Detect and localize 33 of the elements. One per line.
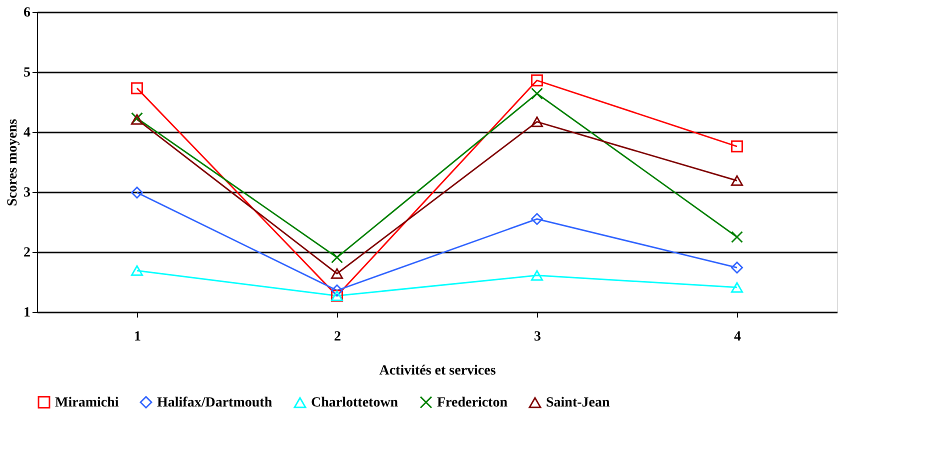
y-tick-label: 3 — [24, 186, 30, 200]
legend-label: Charlottetown — [311, 396, 398, 411]
y-tick-label: 1 — [24, 306, 30, 320]
y-tick-label: 4 — [24, 126, 30, 140]
point — [331, 284, 343, 296]
y-tick-label: 5 — [24, 66, 30, 80]
x-tick-label: 3 — [534, 330, 541, 344]
point — [731, 175, 743, 186]
point — [331, 268, 343, 279]
point — [131, 265, 143, 276]
x-tick-label: 4 — [734, 330, 741, 344]
point — [731, 282, 743, 293]
x-axis-title: Activités et services — [379, 364, 496, 378]
point — [531, 74, 543, 86]
point — [331, 251, 343, 264]
legend-label: Miramichi — [55, 395, 119, 410]
x-tick-label: 1 — [134, 330, 141, 344]
y-tick-label: 2 — [24, 246, 30, 260]
point — [531, 213, 543, 225]
point — [531, 88, 543, 100]
point — [731, 140, 743, 152]
point — [531, 270, 543, 281]
point — [131, 186, 143, 199]
legend-label: Fredericton — [437, 395, 508, 410]
legend-label: Saint-Jean — [546, 396, 610, 411]
y-axis-title: Scores moyens — [6, 118, 20, 206]
point — [531, 116, 543, 128]
point — [131, 82, 143, 94]
y-tick-label: 6 — [24, 6, 30, 20]
point — [731, 231, 743, 243]
point — [731, 262, 743, 274]
x-tick-label: 2 — [334, 330, 341, 344]
legend-label: Halifax/Dartmouth — [157, 395, 272, 410]
